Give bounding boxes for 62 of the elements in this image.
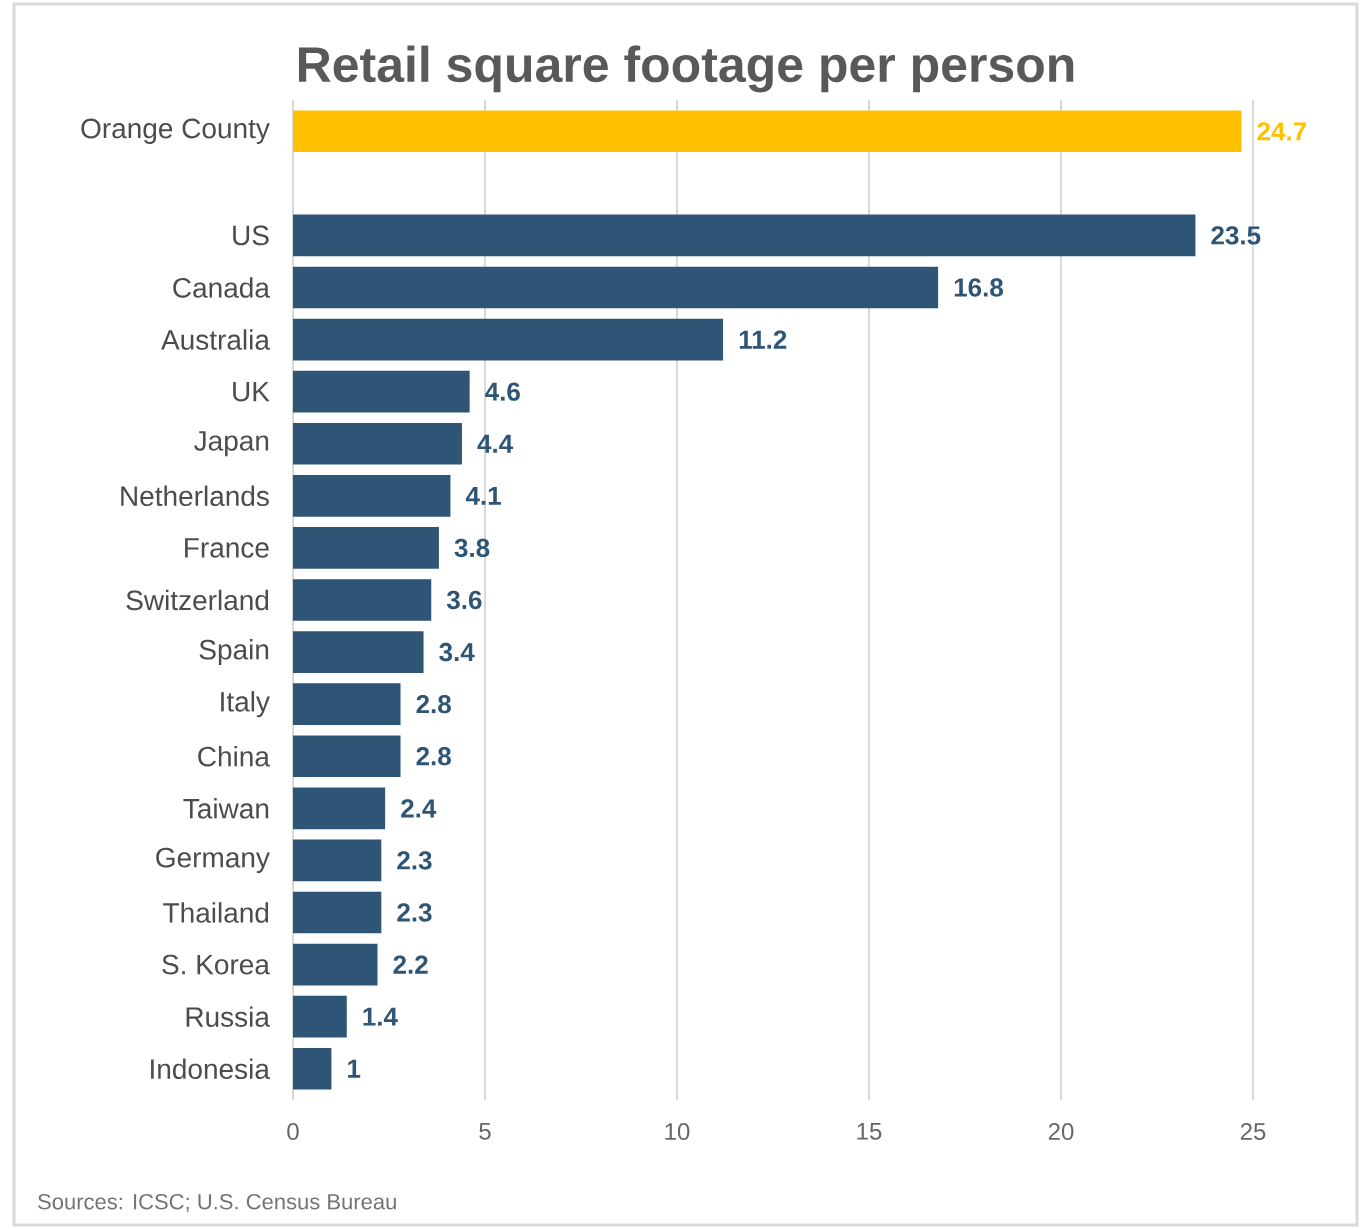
y-tick-label: Taiwan [183, 798, 269, 819]
chart-title: Retail square footage per person [298, 45, 1074, 93]
x-tick-label: 10 [665, 1123, 690, 1141]
data-label: 11.2 [739, 330, 787, 349]
y-tick-label: Australia [161, 329, 270, 350]
y-tick-label: Thailand [163, 902, 269, 923]
bar [293, 474, 451, 517]
y-tick-label: Japan [194, 431, 269, 457]
y-tick-label: Italy [221, 691, 270, 718]
bar [293, 631, 424, 673]
data-label: 2.3 [397, 903, 432, 922]
bar [293, 891, 382, 934]
bar [293, 683, 401, 725]
y-tick-label: Canada [173, 277, 270, 298]
y-tick-label: Germany [156, 847, 270, 874]
data-label: 4.6 [485, 382, 520, 401]
data-label: 23.5 [1211, 226, 1261, 245]
y-tick-label: US [233, 225, 269, 246]
bar [293, 579, 432, 621]
data-label: 4.1 [465, 486, 501, 505]
data-label: 2.4 [401, 799, 437, 818]
x-tick-label: 15 [857, 1123, 882, 1140]
x-tick-label: 0 [287, 1123, 299, 1141]
bar [293, 839, 382, 882]
bar [293, 943, 378, 986]
y-tick-label: Russia [186, 1006, 270, 1027]
bar [293, 735, 401, 778]
bar [293, 110, 1242, 153]
bar [293, 527, 439, 569]
y-tick-label: Netherlands [121, 485, 269, 507]
data-label: 3.6 [446, 590, 482, 610]
data-label: 2.3 [397, 851, 432, 870]
x-tick-label: 5 [479, 1123, 491, 1140]
data-label: 2.8 [416, 694, 451, 714]
data-label: 16.8 [954, 278, 1004, 297]
x-tick-label: 20 [1048, 1123, 1074, 1141]
y-tick-label: China [198, 745, 270, 767]
data-label: 1 [348, 1059, 361, 1078]
data-label: 24.7 [1257, 122, 1307, 141]
data-label: 1.4 [363, 1007, 398, 1026]
y-tick-label: Spain [199, 639, 269, 666]
bar [293, 370, 470, 413]
data-label: 2.8 [416, 747, 451, 766]
y-tick-label: Switzerland [126, 589, 269, 611]
data-label: 4.4 [477, 434, 514, 453]
y-tick-label: Orange County [81, 118, 270, 144]
bar [293, 995, 347, 1038]
bar [293, 787, 386, 830]
bar [293, 318, 724, 361]
bar [293, 422, 462, 465]
y-tick-label: UK [233, 381, 270, 402]
y-tick-label: S. Korea [162, 954, 270, 975]
bar [293, 266, 939, 309]
data-label: 3.8 [454, 538, 490, 558]
bar [293, 1047, 332, 1090]
y-tick-label: France [185, 538, 269, 558]
bar [293, 214, 1196, 257]
x-tick-label: 25 [1240, 1123, 1266, 1141]
data-label: 3.4 [439, 642, 475, 662]
source-note: Sources: ICSC; U.S. Census Bureau [38, 1193, 396, 1213]
y-tick-label: Indonesia [151, 1058, 270, 1080]
data-label: 2.2 [393, 955, 428, 974]
